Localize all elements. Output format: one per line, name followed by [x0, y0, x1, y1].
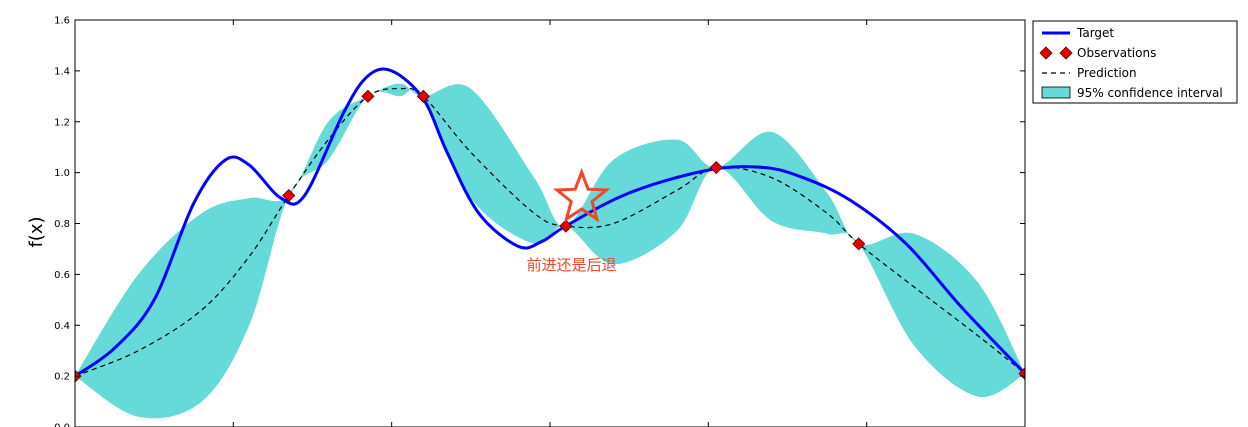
star-icon — [552, 167, 611, 223]
legend-entry-target: Target — [1042, 26, 1114, 40]
confidence-band-layer — [75, 83, 1025, 419]
observation-point — [709, 160, 723, 175]
axis-ticks: 0.0 0.2 0.4 0.6 0.8 1.0 1.2 1.4 1.6 — [54, 16, 1025, 427]
y-tick-label: 1.4 — [54, 66, 70, 77]
target-layer — [75, 67, 1025, 378]
legend-diamond — [1039, 46, 1053, 60]
y-tick-label: 0.0 — [54, 423, 70, 427]
confidence-band — [75, 83, 1025, 419]
y-tick-label: 1.2 — [54, 117, 70, 128]
y-tick-label: 1.0 — [54, 168, 70, 179]
observation-point — [282, 188, 296, 203]
observation-point — [361, 89, 375, 103]
target-line — [75, 67, 1025, 378]
observation-point — [559, 219, 573, 233]
legend-prediction-label: Prediction — [1077, 66, 1137, 80]
legend-entry-confidence: 95% confidence interval — [1041, 86, 1223, 100]
annotation-layer: 前进还是后退 — [527, 167, 617, 274]
y-tick-label: 0.2 — [54, 372, 70, 383]
plot-area: 前进还是后退 — [75, 67, 1025, 419]
y-tick-label: 0.8 — [54, 219, 70, 230]
legend-observations-label: Observations — [1077, 46, 1156, 60]
legend: Target Observations Prediction 95% confi… — [1032, 20, 1238, 104]
legend-entry-prediction: Prediction — [1042, 66, 1137, 80]
annotation-text: 前进还是后退 — [527, 256, 617, 274]
observation-point — [416, 89, 430, 103]
y-tick-label: 0.6 — [54, 270, 70, 281]
y-axis-label: f(x) — [26, 216, 47, 247]
prediction-line — [75, 87, 1025, 377]
legend-entry-observations: Observations — [1039, 46, 1156, 60]
legend-diamond — [1059, 46, 1073, 60]
legend-confidence-symbol — [1041, 86, 1071, 99]
prediction-layer — [75, 87, 1025, 377]
legend-observations-symbol — [1039, 46, 1073, 60]
observation-point — [852, 237, 866, 251]
y-tick-label: 0.4 — [54, 321, 70, 332]
y-tick-label: 1.6 — [54, 16, 70, 27]
observations-layer — [75, 89, 1025, 383]
legend-target-label: Target — [1076, 26, 1114, 40]
legend-confidence-label: 95% confidence interval — [1077, 86, 1223, 100]
